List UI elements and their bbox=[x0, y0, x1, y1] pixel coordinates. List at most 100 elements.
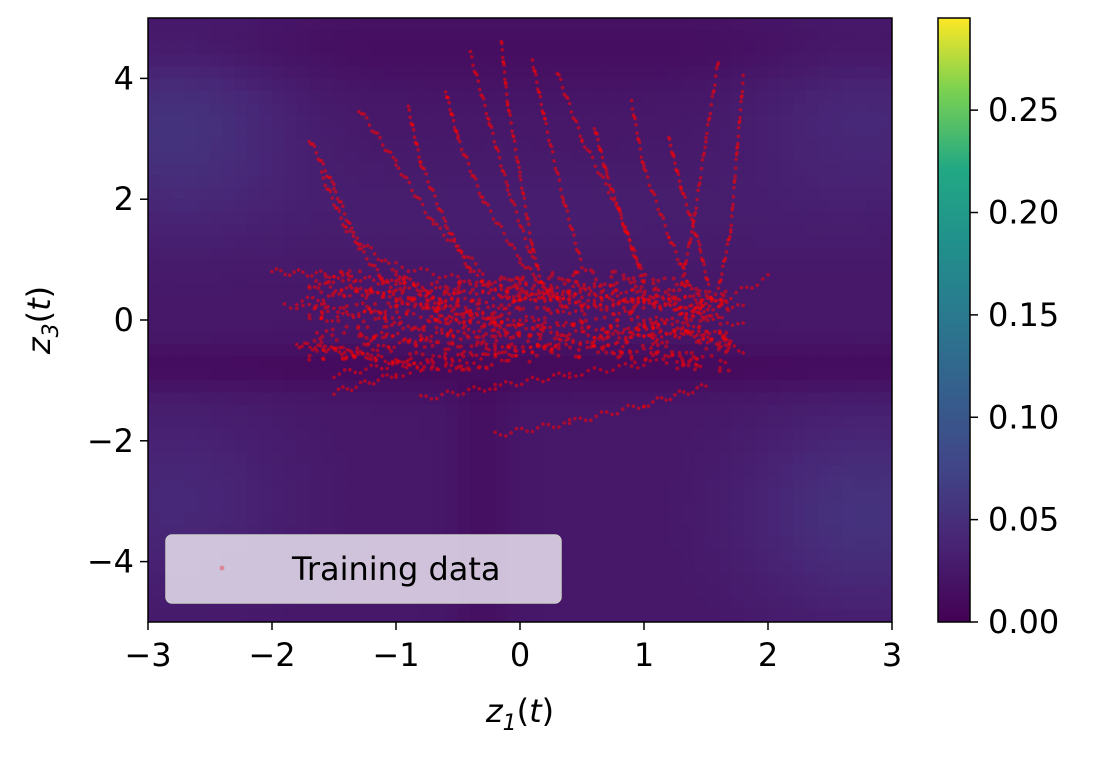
heatmap-cell bbox=[594, 416, 608, 430]
heatmap-cell bbox=[259, 259, 273, 273]
data-point bbox=[394, 261, 398, 265]
data-point bbox=[535, 264, 540, 268]
heatmap-cell bbox=[284, 404, 298, 418]
heatmap-cell bbox=[569, 597, 583, 611]
heatmap-cell bbox=[879, 344, 892, 357]
heatmap-cell bbox=[210, 259, 223, 273]
heatmap-cell bbox=[867, 561, 881, 575]
heatmap-cell bbox=[259, 42, 273, 55]
heatmap-cell bbox=[210, 199, 223, 212]
heatmap-cell bbox=[247, 440, 261, 454]
heatmap-cell bbox=[619, 126, 633, 140]
heatmap-cell bbox=[197, 404, 211, 418]
heatmap-cell bbox=[693, 452, 707, 466]
heatmap-cell bbox=[371, 259, 385, 273]
heatmap-cell bbox=[854, 18, 868, 31]
data-point bbox=[702, 262, 707, 267]
heatmap-cell bbox=[668, 585, 682, 599]
heatmap-cell bbox=[507, 452, 521, 466]
heatmap-cell bbox=[495, 211, 509, 224]
heatmap-cell bbox=[582, 223, 595, 237]
heatmap-cell bbox=[805, 211, 819, 224]
data-point bbox=[500, 295, 505, 300]
heatmap-cell bbox=[867, 126, 881, 140]
data-point bbox=[372, 252, 377, 256]
heatmap-cell bbox=[458, 18, 471, 31]
heatmap-cell bbox=[210, 356, 223, 369]
heatmap-cell bbox=[730, 114, 744, 128]
heatmap-cell bbox=[247, 78, 261, 92]
heatmap-cell bbox=[420, 259, 434, 273]
heatmap-cell bbox=[842, 90, 856, 104]
data-point bbox=[389, 323, 394, 328]
heatmap-cell bbox=[780, 90, 794, 104]
data-point bbox=[388, 285, 393, 290]
heatmap-cell bbox=[718, 66, 732, 79]
heatmap-cell bbox=[259, 102, 273, 116]
heatmap-cell bbox=[780, 513, 794, 526]
heatmap-cell bbox=[879, 54, 892, 67]
heatmap-cell bbox=[408, 175, 422, 188]
heatmap-cell bbox=[582, 452, 595, 466]
heatmap-cell bbox=[768, 513, 781, 526]
heatmap-cell bbox=[656, 585, 670, 599]
heatmap-cell bbox=[842, 428, 856, 442]
data-point bbox=[451, 118, 456, 123]
data-point bbox=[358, 279, 363, 283]
heatmap-cell bbox=[383, 138, 397, 152]
data-point bbox=[566, 96, 570, 100]
heatmap-cell bbox=[532, 368, 546, 381]
heatmap-cell bbox=[396, 78, 409, 92]
heatmap-cell bbox=[172, 175, 186, 188]
heatmap-cell bbox=[594, 18, 608, 31]
data-point bbox=[523, 204, 528, 209]
data-point bbox=[346, 273, 351, 278]
heatmap-cell bbox=[358, 392, 372, 406]
heatmap-cell bbox=[520, 126, 533, 140]
heatmap-cell bbox=[879, 380, 892, 394]
heatmap-cell bbox=[755, 259, 769, 273]
data-point bbox=[507, 303, 512, 307]
heatmap-cell bbox=[644, 78, 657, 92]
heatmap-cell bbox=[619, 199, 633, 212]
data-point bbox=[532, 297, 537, 302]
heatmap-cell bbox=[718, 513, 732, 526]
heatmap-cell bbox=[148, 138, 161, 152]
heatmap-cell bbox=[259, 368, 273, 381]
heatmap-cell bbox=[644, 102, 657, 116]
heatmap-cell bbox=[755, 30, 769, 43]
data-point bbox=[357, 109, 361, 114]
heatmap-cell bbox=[569, 42, 583, 55]
data-point bbox=[332, 306, 336, 311]
heatmap-cell bbox=[631, 18, 645, 31]
heatmap-cell bbox=[296, 416, 310, 430]
data-point bbox=[542, 111, 546, 116]
data-point bbox=[319, 170, 324, 174]
heatmap-cell bbox=[830, 380, 843, 394]
data-point bbox=[601, 175, 606, 180]
data-point bbox=[578, 257, 583, 262]
heatmap-cell bbox=[309, 380, 323, 394]
heatmap-cell bbox=[222, 295, 236, 309]
heatmap-cell bbox=[507, 235, 521, 249]
data-point bbox=[585, 147, 590, 152]
data-point bbox=[450, 272, 454, 277]
heatmap-cell bbox=[458, 452, 471, 466]
data-point bbox=[576, 125, 581, 130]
heatmap-cell bbox=[309, 392, 323, 406]
heatmap-cell bbox=[594, 295, 608, 309]
data-point bbox=[636, 296, 641, 300]
heatmap-cell bbox=[606, 452, 620, 466]
heatmap-cell bbox=[309, 18, 323, 31]
heatmap-cell bbox=[743, 416, 757, 430]
data-point bbox=[720, 272, 724, 276]
data-point bbox=[437, 303, 442, 307]
heatmap-cell bbox=[296, 283, 310, 297]
data-point bbox=[479, 357, 483, 361]
heatmap-cell bbox=[544, 78, 558, 92]
data-point bbox=[720, 315, 724, 320]
heatmap-cell bbox=[222, 199, 236, 212]
data-point bbox=[415, 142, 420, 147]
heatmap-cell bbox=[842, 356, 856, 369]
data-point bbox=[421, 328, 426, 333]
